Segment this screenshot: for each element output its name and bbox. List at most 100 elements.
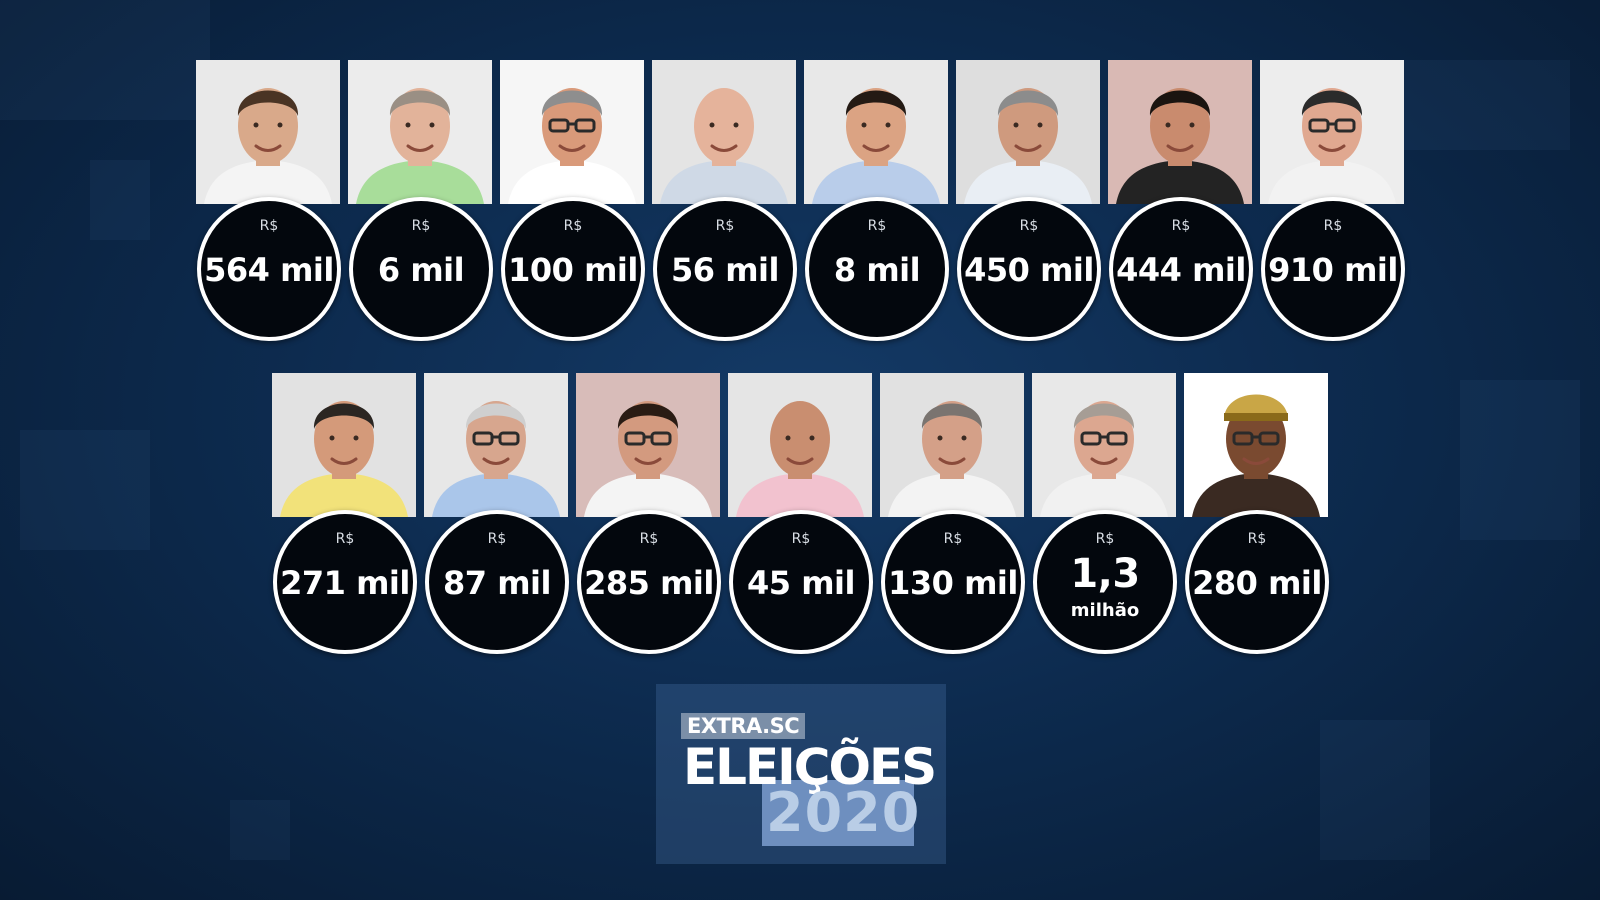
amount-badge: R$ 130 mil bbox=[881, 510, 1025, 654]
amount-badge: R$ 87 mil bbox=[425, 510, 569, 654]
candidate-portrait-icon bbox=[956, 60, 1100, 204]
logo-brand: EXTRA.SC bbox=[681, 713, 806, 739]
candidate-portrait-icon bbox=[728, 373, 872, 517]
candidate-card: R$ 271 mil bbox=[272, 373, 417, 654]
currency-label: R$ bbox=[411, 218, 431, 234]
candidate-portrait-icon bbox=[1032, 373, 1176, 517]
candidate-photo bbox=[576, 373, 720, 517]
currency-label: R$ bbox=[943, 531, 963, 547]
candidate-card: R$ 444 mil bbox=[1108, 60, 1253, 341]
amount-value: 130 mil bbox=[888, 564, 1018, 602]
currency-label: R$ bbox=[715, 218, 735, 234]
background-tile bbox=[1400, 60, 1570, 150]
amount-badge: R$ 8 mil bbox=[805, 197, 949, 341]
background-tile bbox=[230, 800, 290, 860]
currency-label: R$ bbox=[791, 531, 811, 547]
candidate-card: R$ 450 mil bbox=[956, 60, 1101, 341]
candidate-row-1: R$ 564 mil R$ 6 mil R$ 100 mil R$ 56 mil… bbox=[0, 60, 1600, 341]
candidate-photo bbox=[1260, 60, 1404, 204]
candidate-card: R$ 1,3 milhão bbox=[1032, 373, 1177, 654]
background-tile bbox=[90, 160, 150, 240]
amount-value: 100 mil bbox=[508, 251, 638, 289]
candidate-portrait-icon bbox=[348, 60, 492, 204]
amount-badge: R$ 444 mil bbox=[1109, 197, 1253, 341]
candidate-photo bbox=[424, 373, 568, 517]
amount-badge: R$ 45 mil bbox=[729, 510, 873, 654]
amount-value: 285 mil bbox=[584, 564, 714, 602]
candidate-photo bbox=[272, 373, 416, 517]
candidate-portrait-icon bbox=[576, 373, 720, 517]
amount-value: 444 mil bbox=[1116, 251, 1246, 289]
background-tile bbox=[20, 430, 150, 550]
amount-value: 87 mil bbox=[443, 564, 551, 602]
currency-label: R$ bbox=[335, 531, 355, 547]
candidate-photo bbox=[500, 60, 644, 204]
amount-value: 6 mil bbox=[377, 251, 465, 289]
candidate-portrait-icon bbox=[1184, 373, 1328, 517]
currency-label: R$ bbox=[563, 218, 583, 234]
candidate-card: R$ 285 mil bbox=[576, 373, 721, 654]
candidate-photo bbox=[1108, 60, 1252, 204]
candidate-photo bbox=[956, 60, 1100, 204]
candidate-portrait-icon bbox=[424, 373, 568, 517]
amount-value: 271 mil bbox=[280, 564, 410, 602]
logo-year-box bbox=[762, 780, 914, 846]
candidate-portrait-icon bbox=[804, 60, 948, 204]
amount-badge: R$ 450 mil bbox=[957, 197, 1101, 341]
logo-year: 2020 bbox=[766, 781, 921, 844]
candidate-card: R$ 564 mil bbox=[196, 60, 341, 341]
amount-unit: milhão bbox=[1070, 600, 1140, 621]
candidate-portrait-icon bbox=[196, 60, 340, 204]
amount-badge: R$ 6 mil bbox=[349, 197, 493, 341]
candidate-photo bbox=[348, 60, 492, 204]
eleicoes-2020-logo: EXTRA.SC ELEIÇÕES 2020 bbox=[656, 684, 946, 864]
candidate-card: R$ 87 mil bbox=[424, 373, 569, 654]
amount-badge: R$ 910 mil bbox=[1261, 197, 1405, 341]
amount-value: 564 mil bbox=[204, 251, 334, 289]
candidate-photo bbox=[804, 60, 948, 204]
amount-badge: R$ 285 mil bbox=[577, 510, 721, 654]
currency-label: R$ bbox=[259, 218, 279, 234]
amount-badge: R$ 56 mil bbox=[653, 197, 797, 341]
candidate-card: R$ 280 mil bbox=[1184, 373, 1329, 654]
amount-badge: R$ 100 mil bbox=[501, 197, 645, 341]
candidate-card: R$ 6 mil bbox=[348, 60, 493, 341]
candidate-photo bbox=[1184, 373, 1328, 517]
candidate-photo bbox=[880, 373, 1024, 517]
currency-label: R$ bbox=[1095, 531, 1115, 547]
currency-label: R$ bbox=[487, 531, 507, 547]
currency-label: R$ bbox=[1171, 218, 1191, 234]
amount-badge: R$ 564 mil bbox=[197, 197, 341, 341]
amount-badge: R$ 280 mil bbox=[1185, 510, 1329, 654]
currency-label: R$ bbox=[639, 531, 659, 547]
candidate-portrait-icon bbox=[272, 373, 416, 517]
candidate-photo bbox=[652, 60, 796, 204]
currency-label: R$ bbox=[1323, 218, 1343, 234]
background-tile bbox=[0, 0, 210, 120]
candidate-card: R$ 8 mil bbox=[804, 60, 949, 341]
amount-value: 8 mil bbox=[833, 251, 921, 289]
candidate-portrait-icon bbox=[880, 373, 1024, 517]
candidate-photo bbox=[728, 373, 872, 517]
candidate-card: R$ 130 mil bbox=[880, 373, 1025, 654]
background-tile bbox=[1320, 720, 1430, 860]
candidate-card: R$ 45 mil bbox=[728, 373, 873, 654]
candidate-card: R$ 100 mil bbox=[500, 60, 645, 341]
candidate-portrait-icon bbox=[1260, 60, 1404, 204]
amount-badge: R$ 271 mil bbox=[273, 510, 417, 654]
amount-value: 1,3 bbox=[1070, 551, 1140, 597]
amount-badge: R$ 1,3 milhão bbox=[1033, 510, 1177, 654]
amount-value: 56 mil bbox=[671, 251, 779, 289]
candidate-portrait-icon bbox=[652, 60, 796, 204]
currency-label: R$ bbox=[1247, 531, 1267, 547]
currency-label: R$ bbox=[867, 218, 887, 234]
currency-label: R$ bbox=[1019, 218, 1039, 234]
candidate-row-2: R$ 271 mil R$ 87 mil R$ 285 mil R$ 45 mi… bbox=[0, 373, 1600, 654]
amount-value: 45 mil bbox=[747, 564, 855, 602]
amount-value: 910 mil bbox=[1268, 251, 1398, 289]
logo-title: ELEIÇÕES bbox=[683, 738, 937, 796]
amount-value: 450 mil bbox=[964, 251, 1094, 289]
candidate-portrait-icon bbox=[500, 60, 644, 204]
candidate-photo bbox=[1032, 373, 1176, 517]
candidate-card: R$ 56 mil bbox=[652, 60, 797, 341]
